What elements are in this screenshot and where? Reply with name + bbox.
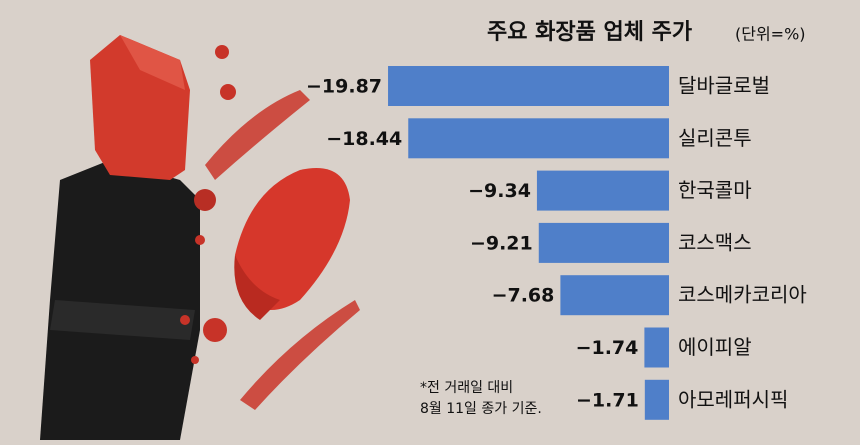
note: *전 거래일 대비 <box>420 380 513 396</box>
bar <box>536 170 669 211</box>
chart-subtitle: (단위=%) <box>735 25 806 44</box>
value-label: −1.74 <box>576 337 639 359</box>
category-label: 한국콜마 <box>678 178 752 202</box>
bar <box>408 118 669 159</box>
value-label: −9.34 <box>468 180 531 202</box>
category-label: 코스맥스 <box>678 230 752 254</box>
bar <box>388 66 669 106</box>
chart-title: 주요 화장품 업체 주가 <box>487 20 692 45</box>
bar <box>538 222 669 263</box>
category-label: 아모레퍼시픽 <box>678 387 788 411</box>
lipstick-photo <box>40 35 360 440</box>
bar <box>644 379 669 420</box>
note: 8월 11일 종가 기준. <box>420 401 542 417</box>
value-label: −7.68 <box>492 285 555 307</box>
category-label: 달바글로벌 <box>678 74 770 98</box>
value-label: −9.21 <box>470 232 533 254</box>
category-label: 코스메카코리아 <box>678 283 807 307</box>
value-label: −1.71 <box>576 389 639 411</box>
category-label: 실리콘투 <box>678 126 752 150</box>
value-label: −19.87 <box>306 76 382 98</box>
value-label: −18.44 <box>326 128 402 150</box>
category-label: 에이피알 <box>678 335 752 359</box>
bar <box>560 275 669 316</box>
bar <box>644 327 669 368</box>
